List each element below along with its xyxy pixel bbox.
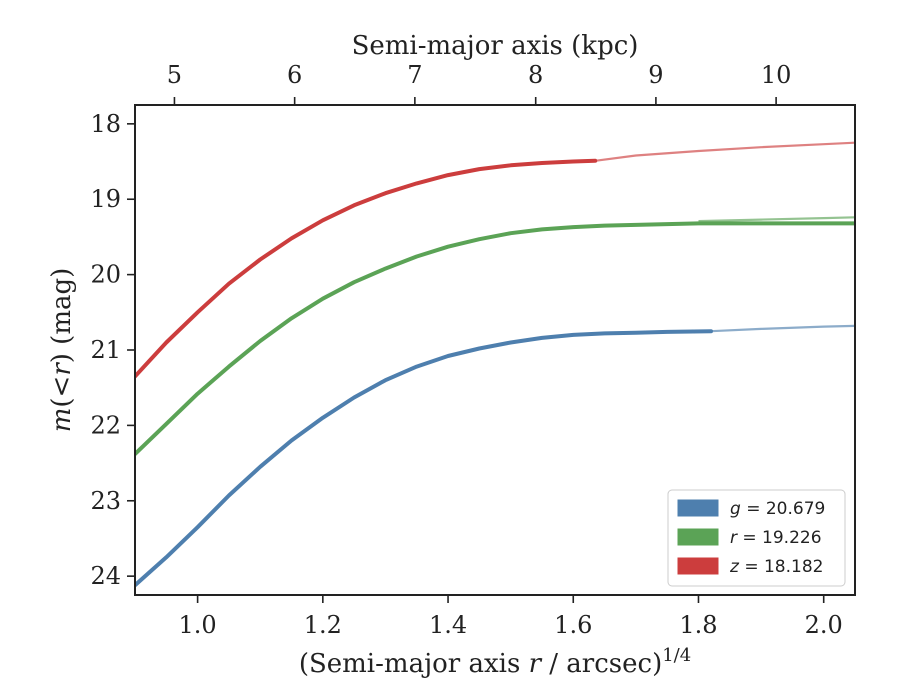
y-tick-label: 20 — [90, 261, 121, 289]
legend: g = 20.679 r = 19.226 z = 18.182 — [667, 489, 846, 587]
series-z-line — [135, 158, 598, 379]
legend-swatch-g — [677, 499, 719, 517]
y-tick-label: 22 — [90, 411, 121, 439]
legend-label-r: r = 19.226 — [730, 528, 822, 548]
top-x-tick-label: 8 — [528, 61, 543, 89]
legend-swatch-r — [677, 528, 719, 546]
x-tick-label: 1.6 — [554, 611, 592, 639]
legend-label-g: g = 20.679 — [730, 499, 825, 519]
series-z-model-line — [595, 141, 855, 162]
x-tick-label: 1.8 — [679, 611, 717, 639]
x-tick-label: 1.4 — [429, 611, 467, 639]
top-x-tick-label: 9 — [648, 61, 663, 89]
y-tick-label: 18 — [90, 110, 121, 138]
top-x-tick-label: 7 — [407, 61, 422, 89]
top-axis-label: Semi-major axis (kpc) — [352, 31, 639, 61]
y-tick-label: 19 — [90, 185, 121, 213]
series-group — [135, 141, 855, 588]
top-x-tick-label: 10 — [761, 61, 792, 89]
x-tick-label: 2.0 — [805, 611, 843, 639]
y-tick-label: 24 — [90, 562, 121, 590]
y-tick-label: 23 — [90, 487, 121, 515]
legend-label-z: z = 18.182 — [729, 557, 823, 577]
y-tick-label: 21 — [90, 336, 121, 364]
series-g-model-line — [710, 324, 855, 333]
top-x-tick-label: 5 — [167, 61, 182, 89]
series-layer — [135, 141, 855, 588]
y-axis-label: m(<r) (mag) — [47, 268, 77, 433]
top-x-tick-label: 6 — [287, 61, 302, 89]
axes-layer: 1.0 1.2 1.4 1.6 1.8 2.0 18 19 20 21 22 23 24 5 6 7 8 9 10 — [90, 61, 856, 639]
legend-swatch-z — [677, 557, 719, 575]
x-axis-label: (Semi-major axis r / arcsec)1/4 — [299, 645, 691, 679]
x-tick-label: 1.0 — [179, 611, 217, 639]
x-tick-label: 1.2 — [304, 611, 342, 639]
series-r-line — [135, 221, 855, 456]
series-g-line — [135, 329, 713, 588]
series-r-model-line — [698, 216, 855, 223]
